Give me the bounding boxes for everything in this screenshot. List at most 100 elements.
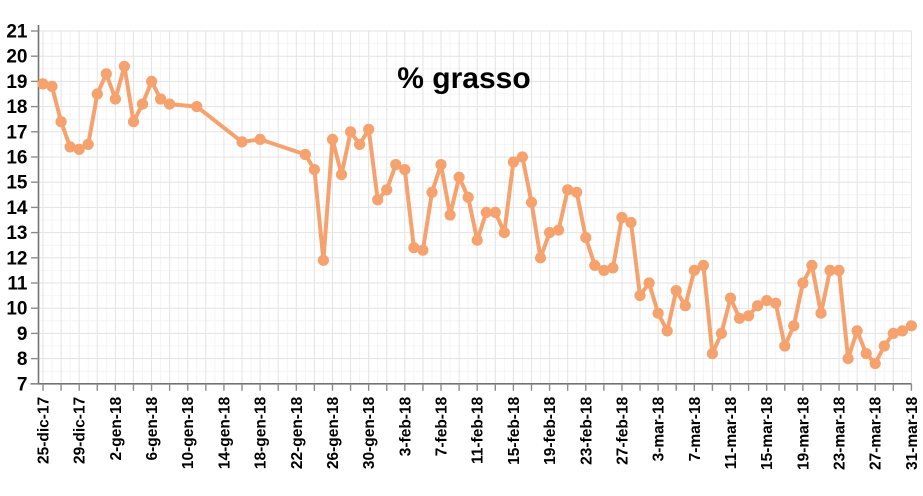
data-point-marker bbox=[887, 327, 899, 339]
x-axis-label: 23-mar-18 bbox=[832, 396, 849, 470]
data-point-marker bbox=[498, 227, 510, 239]
data-point-marker bbox=[417, 244, 429, 256]
y-axis-label: 13 bbox=[6, 223, 27, 244]
x-axis-label: 19-mar-18 bbox=[795, 396, 812, 470]
x-axis-label: 3-feb-18 bbox=[397, 396, 414, 456]
data-point-marker bbox=[598, 264, 610, 276]
data-point-marker bbox=[652, 307, 664, 319]
y-axis-label: 11 bbox=[7, 274, 28, 295]
data-point-marker bbox=[335, 169, 348, 181]
y-axis-label: 16 bbox=[6, 148, 27, 169]
data-point-marker bbox=[390, 159, 402, 171]
data-point-marker bbox=[317, 254, 329, 266]
data-point-marker bbox=[851, 325, 863, 337]
data-point-marker bbox=[806, 259, 818, 271]
data-point-marker bbox=[91, 88, 103, 100]
data-point-marker bbox=[788, 320, 800, 332]
data-point-marker bbox=[453, 171, 465, 183]
data-point-marker bbox=[100, 68, 112, 80]
data-point-marker bbox=[155, 93, 167, 105]
tick-marks bbox=[31, 30, 913, 391]
data-point-marker bbox=[164, 98, 176, 110]
data-point-marker bbox=[55, 116, 67, 128]
x-axis-label: 25-dic-17 bbox=[36, 397, 53, 464]
data-point-marker bbox=[254, 133, 266, 145]
gridlines-major bbox=[38, 30, 912, 385]
data-point-marker bbox=[399, 164, 411, 176]
data-point-marker bbox=[127, 116, 140, 128]
data-point-marker bbox=[236, 136, 248, 148]
data-point-marker bbox=[471, 234, 483, 246]
y-axis-label: 12 bbox=[6, 248, 27, 269]
data-point-marker bbox=[354, 138, 366, 150]
data-point-marker bbox=[299, 148, 311, 161]
data-point-marker bbox=[706, 348, 719, 360]
data-point-marker bbox=[860, 348, 872, 360]
chart-title: % grasso bbox=[397, 62, 530, 95]
x-axis-label: 22-gen-18 bbox=[289, 396, 306, 469]
x-axis-label: 30-gen-18 bbox=[361, 396, 378, 469]
data-point-marker bbox=[643, 277, 655, 289]
data-point-marker bbox=[878, 340, 890, 352]
x-axis-label: 6-gen-18 bbox=[144, 396, 161, 460]
data-point-marker bbox=[191, 101, 203, 113]
data-point-marker bbox=[580, 232, 592, 244]
x-axis-label: 2-gen-18 bbox=[108, 396, 125, 460]
x-axis-label: 27-mar-18 bbox=[868, 396, 885, 470]
x-axis-label: 19-feb-18 bbox=[542, 396, 559, 464]
data-point-marker bbox=[109, 93, 121, 105]
data-point-marker bbox=[308, 164, 320, 176]
y-axis-label: 15 bbox=[6, 173, 28, 194]
data-point-marker bbox=[372, 194, 384, 206]
x-axis-label: 7-feb-18 bbox=[434, 396, 451, 456]
x-axis-label: 14-gen-18 bbox=[216, 396, 233, 469]
data-point-marker bbox=[571, 186, 583, 198]
data-point-marker bbox=[435, 159, 447, 171]
x-axis-label: 23-feb-18 bbox=[578, 396, 595, 464]
data-point-marker bbox=[661, 325, 673, 337]
data-point-marker bbox=[679, 300, 691, 312]
data-point-marker bbox=[507, 156, 519, 168]
y-axis-label: 20 bbox=[6, 47, 27, 68]
y-axis-label: 7 bbox=[17, 374, 28, 395]
data-point-marker bbox=[489, 206, 501, 218]
data-point-marker bbox=[534, 252, 547, 264]
data-point-marker bbox=[724, 292, 737, 304]
y-axis-label: 10 bbox=[6, 299, 27, 320]
data-point-marker bbox=[833, 264, 845, 276]
data-point-marker bbox=[426, 186, 438, 198]
data-point-marker bbox=[462, 191, 474, 203]
data-point-marker bbox=[869, 358, 881, 370]
data-point-markers bbox=[37, 60, 918, 370]
y-axis-label: 18 bbox=[6, 97, 27, 118]
data-point-marker bbox=[146, 75, 158, 87]
data-point-marker bbox=[761, 295, 773, 307]
data-point-marker bbox=[480, 206, 492, 218]
data-point-marker bbox=[525, 196, 538, 208]
data-point-marker bbox=[46, 80, 58, 92]
data-point-marker bbox=[896, 325, 909, 337]
data-point-marker bbox=[797, 277, 809, 289]
data-point-marker bbox=[634, 290, 646, 302]
data-point-marker bbox=[815, 307, 827, 319]
data-point-marker bbox=[715, 327, 728, 339]
data-point-marker bbox=[444, 209, 456, 221]
data-point-marker bbox=[743, 310, 755, 322]
y-axis-label: 14 bbox=[6, 198, 28, 219]
data-point-marker bbox=[752, 300, 764, 312]
x-axis-label: 29-dic-17 bbox=[72, 397, 89, 464]
x-axis-label: 27-feb-18 bbox=[614, 396, 631, 464]
data-point-marker bbox=[73, 143, 85, 155]
data-point-marker bbox=[553, 224, 565, 236]
x-axis-label: 26-gen-18 bbox=[325, 396, 342, 469]
data-point-marker bbox=[697, 259, 710, 271]
data-point-marker bbox=[381, 184, 393, 196]
x-axis-label: 10-gen-18 bbox=[180, 396, 197, 469]
data-point-marker bbox=[408, 242, 420, 254]
y-axis-labels: 21 20 19 18 17 16 15 14 13 12 11 10 9 8 7 bbox=[6, 22, 28, 396]
y-axis-label: 21 bbox=[6, 22, 28, 43]
data-point-marker bbox=[363, 123, 375, 135]
data-point-marker bbox=[607, 262, 619, 274]
data-point-marker bbox=[326, 133, 339, 145]
